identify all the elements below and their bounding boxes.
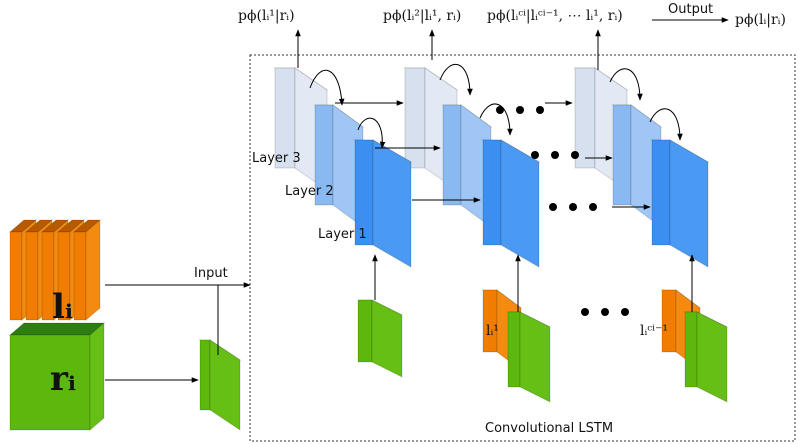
output-label: Output bbox=[668, 2, 713, 17]
block-face bbox=[210, 340, 240, 430]
block-face bbox=[10, 232, 22, 320]
layer-label: Layer 3 bbox=[252, 151, 301, 166]
block-face bbox=[90, 323, 104, 430]
module-label: Convolutional LSTM bbox=[485, 421, 613, 436]
block-face bbox=[652, 140, 670, 245]
block-face bbox=[501, 140, 539, 267]
final-output: pϕ(lᵢ|rᵢ) bbox=[735, 12, 786, 28]
block-face bbox=[697, 312, 727, 402]
r-label: rᵢ bbox=[50, 359, 76, 399]
l-label: lᵢ bbox=[52, 287, 73, 327]
block-face bbox=[373, 140, 411, 267]
block-face bbox=[74, 232, 86, 320]
block-face bbox=[662, 290, 676, 352]
block-face bbox=[670, 140, 708, 267]
step-input: lᵢ¹ bbox=[486, 323, 499, 339]
block-face bbox=[443, 105, 461, 205]
diagram: pϕ(lᵢ¹|rᵢ) pϕ(lᵢ²|lᵢ¹, rᵢ) pϕ(lᵢᶜⁱ|lᵢᶜⁱ⁻… bbox=[0, 0, 801, 444]
step-input: lᵢᶜⁱ⁻¹ bbox=[640, 323, 668, 339]
block-face bbox=[405, 68, 425, 168]
block-face bbox=[508, 312, 520, 387]
block-face bbox=[372, 300, 402, 377]
output-2: pϕ(lᵢ²|lᵢ¹, rᵢ) bbox=[383, 8, 461, 24]
output-3: pϕ(lᵢᶜⁱ|lᵢᶜⁱ⁻¹, ⋯ lᵢ¹, rᵢ) bbox=[487, 8, 623, 24]
output-1: pϕ(lᵢ¹|rᵢ) bbox=[238, 8, 295, 24]
block-face bbox=[685, 312, 697, 387]
block-face bbox=[26, 232, 38, 320]
block-face bbox=[483, 140, 501, 245]
block-face bbox=[613, 105, 631, 205]
block-face bbox=[520, 312, 550, 402]
block-face bbox=[200, 340, 210, 410]
block-face bbox=[86, 220, 100, 320]
block-face bbox=[358, 300, 372, 362]
layer-label: Layer 2 bbox=[285, 184, 334, 199]
input-label: Input bbox=[194, 266, 228, 281]
block-face bbox=[483, 290, 497, 352]
layer-label: Layer 1 bbox=[318, 227, 367, 242]
